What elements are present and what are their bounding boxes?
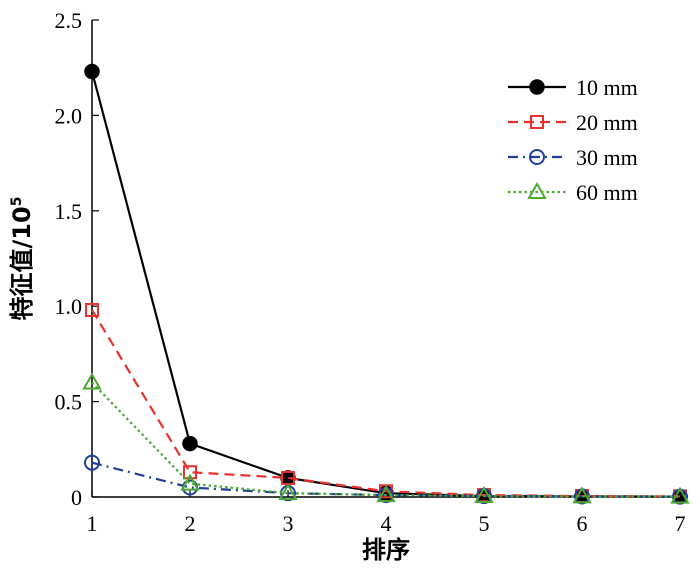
x-tick-label: 3 — [283, 511, 294, 536]
data-point-20-mm — [183, 465, 197, 480]
data-point-20-mm — [85, 303, 99, 318]
data-point-10-mm — [182, 435, 198, 452]
series-layer — [82, 63, 690, 505]
ticks: 1 2 3 4 5 6 7 0 0.5 1.0 1.5 2.0 2.5 — [55, 8, 686, 536]
y-tick-label: 2.5 — [55, 8, 83, 33]
x-tick-label: 7 — [675, 511, 686, 536]
legend-marker — [527, 181, 547, 199]
data-point-60-mm — [376, 485, 396, 503]
series-line-30-mm — [91, 461, 681, 498]
data-point-60-mm — [278, 483, 298, 501]
series-line-10-mm — [90, 71, 681, 498]
y-axis-label: 特征值/105 — [8, 197, 36, 321]
y-tick-label: 0 — [71, 485, 82, 510]
legend-label: 30 mm — [576, 145, 638, 170]
series-60-mm — [82, 372, 690, 504]
series-20-mm — [85, 303, 687, 504]
y-axis-label-text: 特征值/10 — [8, 206, 36, 320]
y-tick-label: 1.5 — [55, 199, 83, 224]
data-point-60-mm — [82, 372, 102, 390]
x-axis-label: 排序 — [362, 536, 410, 564]
series-line-60-mm — [91, 381, 681, 498]
x-tick-label: 4 — [381, 511, 392, 536]
y-axis-label-superscript: 5 — [9, 197, 25, 207]
data-point-60-mm — [670, 486, 690, 504]
data-point-60-mm — [474, 486, 494, 504]
legend-item-60-mm: 60 mm — [508, 180, 638, 205]
data-point-60-mm — [572, 486, 592, 504]
x-tick-label: 2 — [185, 511, 196, 536]
legend-label: 60 mm — [576, 180, 638, 205]
legend-item-10-mm: 10 mm — [508, 75, 638, 100]
legend: 10 mm 20 mm 30 mm 60 mm — [508, 75, 638, 205]
legend-marker — [530, 115, 544, 129]
legend-label: 10 mm — [576, 75, 638, 100]
legend-item-30-mm: 30 mm — [508, 145, 638, 170]
x-tick-label: 1 — [87, 511, 98, 536]
data-point-10-mm — [84, 63, 100, 80]
x-tick-label: 6 — [577, 511, 588, 536]
legend-marker — [529, 79, 545, 95]
y-tick-label: 1.0 — [55, 294, 83, 319]
legend-item-20-mm: 20 mm — [508, 110, 638, 135]
y-tick-label: 0.5 — [55, 390, 83, 415]
y-tick-label: 2.0 — [55, 103, 83, 128]
legend-label: 20 mm — [576, 110, 638, 135]
data-point-30-mm — [84, 454, 100, 471]
legend-marker — [529, 149, 545, 165]
x-tick-label: 5 — [479, 511, 490, 536]
data-point-60-mm — [180, 473, 200, 491]
